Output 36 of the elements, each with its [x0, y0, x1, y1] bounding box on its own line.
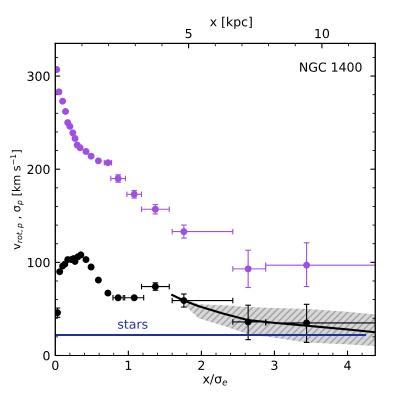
point — [94, 157, 102, 164]
x-axis-title: x/σ$_{e}$ — [202, 374, 228, 386]
y-tick-label: 200 — [27, 164, 50, 174]
annotation: NGC 1400 — [300, 62, 362, 72]
x2-axis-title: x [kpc] — [210, 16, 252, 29]
point — [82, 148, 90, 155]
point — [104, 290, 112, 297]
y-tick-label: 300 — [28, 72, 50, 81]
point — [82, 256, 90, 264]
x-tick-label: 2 — [198, 360, 204, 370]
point — [62, 108, 69, 115]
point — [130, 294, 138, 302]
point — [180, 297, 188, 304]
point — [55, 309, 61, 316]
point — [244, 318, 252, 326]
y-axis-title: v$_{rot,p}$ , σ$_{p}$ [km s$^{−1}$] — [10, 150, 24, 250]
point — [303, 262, 310, 269]
x-tick-label: 1 — [126, 360, 132, 370]
point — [88, 264, 95, 270]
y-tick-label: 100 — [28, 258, 50, 268]
series-label: stars — [118, 320, 148, 329]
point — [244, 265, 252, 272]
x2-tick-label: 10 — [315, 28, 330, 38]
point — [88, 152, 95, 160]
point — [72, 134, 78, 142]
point — [59, 98, 66, 105]
point — [56, 268, 64, 276]
x-tick-label: 0 — [52, 360, 58, 370]
x2-tick-label: 5 — [186, 28, 192, 38]
point — [94, 276, 102, 284]
point — [69, 129, 76, 136]
y-tick-label: 0 — [43, 350, 50, 360]
point — [180, 228, 188, 236]
x-tick-label: 4 — [344, 360, 351, 370]
point — [55, 88, 62, 96]
x-tick-label: 3 — [271, 360, 278, 370]
